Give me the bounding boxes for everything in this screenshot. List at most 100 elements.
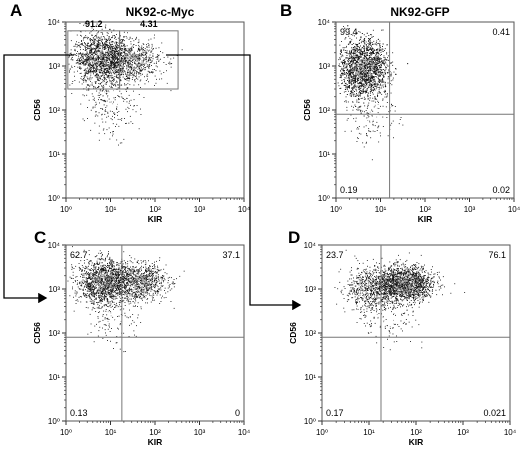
event-dot — [360, 59, 362, 61]
event-dot — [132, 70, 134, 72]
event-dot — [83, 77, 84, 79]
event-dot — [73, 45, 75, 47]
event-dot — [101, 50, 103, 52]
event-dot — [114, 64, 115, 66]
event-dot — [103, 65, 105, 67]
event-dot — [364, 67, 366, 69]
event-dot — [106, 68, 107, 69]
event-dot — [349, 81, 351, 83]
event-dot — [90, 31, 92, 33]
event-dot — [125, 67, 127, 69]
event-dot — [373, 71, 375, 73]
event-dot — [107, 52, 108, 53]
event-dot — [116, 66, 118, 67]
event-dot — [91, 39, 93, 41]
event-dot — [101, 39, 103, 41]
event-dot — [92, 106, 94, 108]
event-dot — [101, 99, 103, 101]
event-dot — [101, 58, 103, 59]
event-dot — [362, 85, 364, 87]
gate-label-2: 4.31 — [140, 19, 158, 29]
event-dot — [106, 68, 108, 69]
event-dot — [121, 96, 123, 98]
event-dot — [372, 78, 374, 79]
event-dot — [357, 94, 359, 96]
event-dot — [351, 72, 353, 74]
event-dot — [90, 46, 92, 48]
event-dot — [101, 85, 103, 87]
event-dot — [130, 71, 131, 73]
event-dot — [106, 44, 108, 46]
event-dot — [361, 82, 363, 84]
event-dot — [365, 71, 367, 73]
event-dot — [360, 66, 362, 68]
event-dot — [102, 95, 103, 97]
event-dot — [352, 63, 354, 65]
event-dot — [367, 54, 368, 56]
event-dot — [138, 58, 140, 60]
event-dot — [140, 49, 142, 51]
event-dot — [87, 107, 88, 108]
event-dot — [121, 68, 123, 70]
event-dot — [131, 73, 133, 74]
event-dot — [163, 72, 165, 73]
event-dot — [129, 67, 131, 69]
event-dot — [151, 50, 153, 52]
event-dot — [348, 90, 349, 92]
event-dot — [145, 59, 147, 61]
event-dot — [118, 111, 120, 112]
event-dot — [90, 39, 92, 40]
event-dot — [84, 23, 86, 25]
event-dot — [355, 70, 357, 72]
event-dot — [120, 70, 121, 72]
event-dot — [107, 47, 109, 49]
event-dot — [127, 48, 129, 50]
event-dot — [82, 39, 84, 41]
event-dot — [93, 41, 95, 43]
event-dot — [93, 53, 95, 54]
event-dot — [339, 93, 341, 94]
event-dot — [367, 74, 368, 76]
event-dot — [379, 65, 381, 67]
event-dot — [351, 79, 353, 81]
event-dot — [105, 54, 106, 56]
event-dot — [368, 42, 370, 44]
event-dot — [368, 81, 369, 83]
event-dot — [79, 47, 81, 48]
event-dot — [147, 78, 148, 80]
event-dot — [115, 76, 117, 78]
event-dot — [114, 54, 115, 56]
event-dot — [102, 121, 104, 123]
event-dot — [374, 49, 376, 51]
event-dot — [103, 53, 105, 55]
event-dot — [156, 56, 158, 58]
event-dot — [94, 70, 96, 71]
event-dot — [116, 59, 118, 61]
event-dot — [143, 64, 145, 65]
event-dot — [370, 47, 372, 49]
event-dot — [139, 57, 141, 59]
event-dot — [112, 63, 114, 65]
event-dot — [161, 42, 163, 44]
event-dot — [120, 52, 122, 54]
event-dot — [94, 65, 96, 67]
event-dot — [96, 51, 97, 53]
event-dot — [373, 77, 374, 78]
event-dot — [361, 78, 363, 80]
event-dot — [115, 44, 117, 45]
event-dot — [147, 65, 149, 67]
event-dot — [121, 46, 123, 47]
event-dot — [106, 61, 108, 63]
event-dot — [354, 78, 356, 80]
event-dot — [357, 60, 359, 62]
event-dot — [350, 52, 352, 53]
event-dot — [102, 109, 104, 110]
event-dot — [366, 91, 367, 93]
event-dot — [360, 71, 362, 72]
event-dot — [370, 75, 372, 76]
event-dot — [136, 36, 137, 38]
event-dot — [125, 60, 127, 61]
event-dot — [347, 25, 349, 27]
event-dot — [356, 90, 358, 92]
event-dot — [367, 95, 369, 97]
